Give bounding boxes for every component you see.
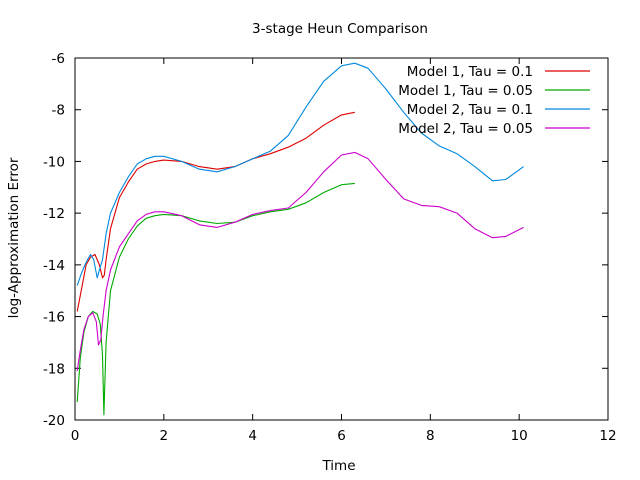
y-axis-label: log-Approximation Error bbox=[6, 157, 22, 318]
x-tick-label: 2 bbox=[160, 428, 169, 444]
legend-label: Model 2, Tau = 0.05 bbox=[398, 121, 533, 137]
x-tick-label: 10 bbox=[511, 428, 528, 444]
x-tick-label: 6 bbox=[337, 428, 346, 444]
legend: Model 1, Tau = 0.1 Model 1, Tau = 0.05 Mod… bbox=[398, 64, 590, 137]
chart-title: 3-stage Heun Comparison bbox=[252, 21, 428, 37]
x-tick-label: 8 bbox=[426, 428, 435, 444]
y-tick-label: -18 bbox=[43, 361, 65, 377]
x-axis-label: Time bbox=[321, 458, 355, 474]
legend-label: Model 2, Tau = 0.1 bbox=[407, 102, 533, 118]
y-tick-label: -6 bbox=[52, 51, 65, 67]
y-tick-label: -14 bbox=[43, 258, 65, 274]
y-tick-label: -12 bbox=[43, 206, 65, 222]
y-tick-label: -10 bbox=[43, 154, 65, 170]
axis-ticks: 0 2 4 6 8 10 12 -20 -18 -16 -14 -12 -10 -8 -6 bbox=[43, 51, 617, 444]
x-tick-label: 4 bbox=[248, 428, 257, 444]
y-tick-label: -20 bbox=[43, 413, 65, 429]
legend-label: Model 1, Tau = 0.05 bbox=[398, 83, 533, 99]
series-lines bbox=[76, 62, 524, 416]
series-line bbox=[76, 151, 524, 371]
x-tick-label: 12 bbox=[599, 428, 616, 444]
y-tick-label: -16 bbox=[43, 310, 65, 326]
series-line bbox=[76, 182, 355, 416]
x-tick-label: 0 bbox=[71, 428, 80, 444]
series-line bbox=[76, 62, 524, 286]
legend-label: Model 1, Tau = 0.1 bbox=[407, 64, 533, 80]
series-line bbox=[76, 111, 355, 312]
y-tick-label: -8 bbox=[52, 103, 65, 119]
